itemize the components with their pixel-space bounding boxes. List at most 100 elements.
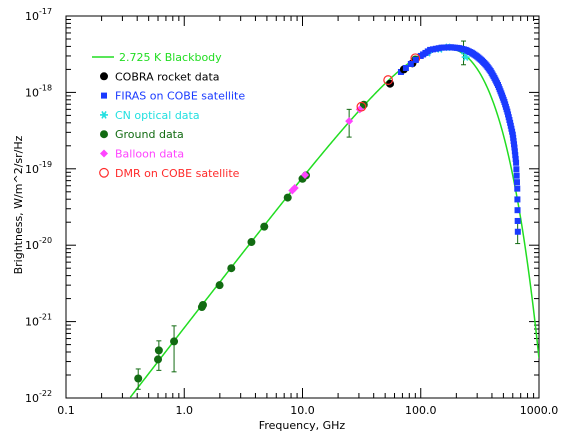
- x-tick-label: 10.0: [290, 404, 315, 417]
- data-point: [435, 45, 442, 52]
- data-point: [301, 170, 310, 179]
- legend-marker: [100, 130, 108, 139]
- error-bar: [461, 40, 467, 66]
- legend-entry: Ground data: [100, 128, 184, 141]
- data-point: [514, 196, 521, 203]
- data-point: [290, 184, 299, 193]
- data-point: [510, 138, 517, 145]
- legend-entry: COBRA rocket data: [100, 70, 220, 83]
- y-axis-label: Brightness, W/m^2/sr/Hz: [12, 135, 25, 274]
- legend-label: FIRAS on COBE satellite: [115, 90, 245, 103]
- legend-entry: Balloon data: [100, 148, 184, 161]
- legend-marker: [100, 72, 108, 81]
- data-point: [513, 166, 520, 173]
- data-point: [407, 60, 414, 67]
- data-point: [514, 217, 521, 224]
- y-tick-label-exponent: -18: [39, 83, 52, 92]
- legend-entry: CN optical data: [100, 109, 200, 122]
- data-point: [511, 148, 518, 155]
- legend-marker: [100, 111, 108, 119]
- x-tick-label: 1000.0: [520, 404, 559, 417]
- data-point: [500, 96, 507, 103]
- data-point: [514, 185, 521, 192]
- data-point: [512, 155, 519, 162]
- data-point: [345, 117, 354, 126]
- y-tick-label-exponent: -17: [39, 7, 52, 16]
- legend-entry: DMR on COBE satellite: [99, 167, 240, 180]
- x-tick-label: 100.0: [405, 404, 437, 417]
- data-point: [383, 75, 394, 85]
- data-point: [510, 134, 517, 141]
- data-point: [494, 80, 501, 87]
- data-point: [283, 193, 292, 202]
- data-point: [486, 66, 493, 73]
- legend-label: 2.725 K Blackbody: [119, 51, 222, 64]
- legend-label: Balloon data: [115, 148, 184, 161]
- data-point: [497, 88, 504, 95]
- y-tick-label-exponent: -19: [39, 160, 52, 169]
- data-markers: [134, 43, 521, 383]
- x-tick-label: 1.0: [176, 404, 194, 417]
- y-tick-label: 10: [25, 239, 39, 252]
- data-point: [512, 152, 519, 159]
- data-point: [506, 117, 513, 124]
- y-tick-label: 10: [25, 392, 39, 405]
- data-point: [445, 44, 452, 51]
- data-point: [356, 101, 367, 112]
- data-point: [490, 73, 497, 80]
- y-tick-label: 10: [25, 86, 39, 99]
- star-core: [102, 113, 106, 117]
- y-tick-label-exponent: -22: [39, 389, 52, 398]
- y-tick-label-exponent: -21: [39, 313, 52, 322]
- legend-label: DMR on COBE satellite: [115, 167, 240, 180]
- data-point: [134, 374, 143, 383]
- data-point: [198, 300, 207, 309]
- data-point: [511, 141, 518, 148]
- y-tick-label: 10: [25, 10, 39, 23]
- data-point: [513, 172, 520, 179]
- data-point: [511, 144, 518, 151]
- error-bars: [135, 40, 521, 390]
- y-tick-label: 10: [25, 316, 39, 329]
- data-point: [154, 355, 163, 364]
- data-point: [513, 179, 520, 186]
- legend-label: Ground data: [115, 128, 184, 141]
- legend-label: COBRA rocket data: [115, 70, 220, 83]
- data-point: [402, 64, 409, 71]
- x-axis-label: Frequency, GHz: [259, 419, 346, 432]
- data-point: [453, 44, 460, 51]
- star-core: [463, 55, 468, 59]
- x-tick-label: 0.1: [57, 404, 75, 417]
- error-bar: [171, 325, 177, 373]
- data-point: [424, 48, 431, 55]
- blackbody-curve: [129, 47, 539, 398]
- data-point: [215, 281, 224, 290]
- legend-label: CN optical data: [115, 109, 200, 122]
- data-point: [154, 346, 163, 355]
- series-balloon-data: [288, 105, 364, 195]
- data-point: [509, 128, 516, 135]
- legend-entry: FIRAS on COBE satellite: [101, 90, 245, 103]
- data-point: [412, 56, 419, 63]
- data-point: [460, 46, 467, 53]
- legend: 2.725 K Blackbody COBRA rocket data FIRAS …: [92, 51, 245, 180]
- data-point: [513, 159, 520, 166]
- y-tick-label-exponent: -20: [39, 236, 52, 245]
- data-point: [514, 228, 521, 235]
- legend-entry: 2.725 K Blackbody: [92, 51, 222, 64]
- data-point: [260, 222, 269, 231]
- y-tick-label: 10: [25, 163, 39, 176]
- data-point: [170, 337, 179, 346]
- data-point: [247, 238, 256, 247]
- data-point: [503, 106, 510, 113]
- data-point: [461, 53, 470, 61]
- data-point: [514, 207, 521, 214]
- legend-marker: [100, 149, 108, 158]
- blackbody-curve-layer: [129, 47, 539, 398]
- legend-marker: [99, 167, 109, 178]
- firas-dense-band: [402, 44, 521, 224]
- legend-marker: [101, 92, 107, 99]
